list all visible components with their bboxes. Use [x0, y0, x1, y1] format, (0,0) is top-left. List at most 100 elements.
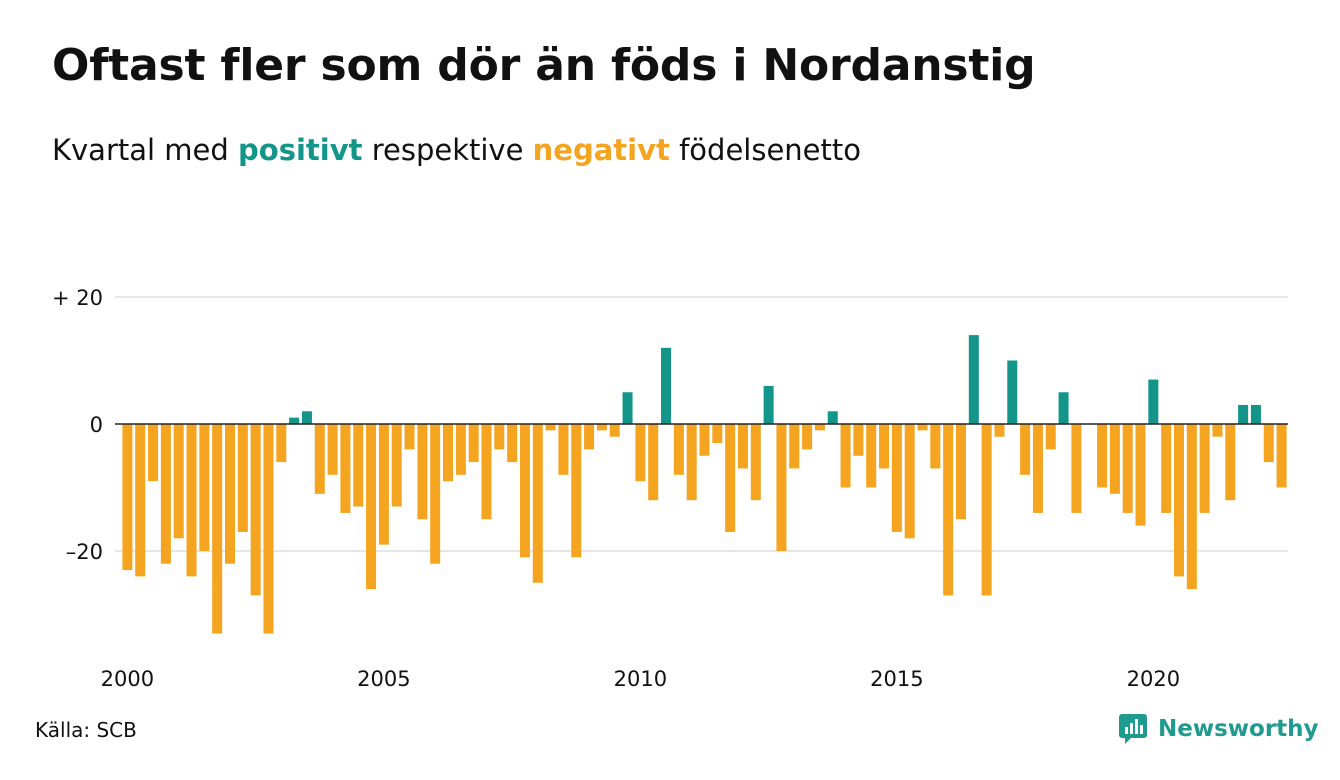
- source-note: Källa: SCB: [35, 718, 137, 742]
- chart-title: Oftast fler som dör än föds i Nordanstig: [52, 40, 1036, 91]
- data-bar: [1199, 424, 1210, 513]
- data-bar: [840, 424, 851, 488]
- data-bar: [763, 385, 774, 424]
- data-bar: [814, 424, 825, 431]
- data-bar: [148, 424, 159, 482]
- data-bar: [904, 424, 915, 539]
- data-bar: [494, 424, 505, 450]
- x-tick-label: 2005: [357, 667, 410, 691]
- data-bar: [173, 424, 184, 539]
- data-bar: [1238, 404, 1249, 424]
- data-bar: [481, 424, 492, 520]
- data-bar: [622, 392, 633, 424]
- data-bar: [776, 424, 787, 551]
- data-bar: [686, 424, 697, 501]
- data-bar: [199, 424, 210, 551]
- data-bar: [1225, 424, 1236, 501]
- data-bar: [968, 335, 979, 424]
- data-bar: [545, 424, 556, 431]
- data-bar: [1263, 424, 1274, 463]
- data-bar: [1109, 424, 1120, 494]
- axes: + 20 0 –20 2000 2005 2010 2015 2020: [52, 286, 1288, 691]
- data-bar: [250, 424, 261, 596]
- data-bar: [955, 424, 966, 520]
- data-bar: [430, 424, 441, 564]
- x-tick-label: 2015: [870, 667, 923, 691]
- data-bar: [571, 424, 582, 558]
- data-bar: [289, 417, 300, 424]
- y-tick-label: 0: [90, 413, 103, 437]
- data-bar: [802, 424, 813, 450]
- data-bar: [1045, 424, 1056, 450]
- data-bar: [661, 347, 672, 424]
- data-bar: [917, 424, 928, 431]
- data-bar: [750, 424, 761, 501]
- x-tick-label: 2000: [101, 667, 154, 691]
- x-tick-label: 2010: [614, 667, 667, 691]
- data-bar: [1007, 360, 1018, 424]
- data-bar: [943, 424, 954, 596]
- subtitle-positive-label: positivt: [238, 133, 363, 167]
- data-bar: [340, 424, 351, 513]
- data-bar: [122, 424, 133, 571]
- x-tick-label: 2020: [1127, 667, 1180, 691]
- data-bar: [1161, 424, 1172, 513]
- data-bar: [891, 424, 902, 532]
- data-bar: [635, 424, 646, 482]
- data-bar: [648, 424, 659, 501]
- data-bar: [135, 424, 146, 577]
- brand-logo: Newsworthy: [1118, 713, 1319, 745]
- data-bar: [1186, 424, 1197, 590]
- y-tick-label: –20: [66, 540, 103, 564]
- data-bar: [558, 424, 569, 475]
- data-bar: [391, 424, 402, 507]
- data-bar: [1135, 424, 1146, 526]
- brand-name: Newsworthy: [1158, 716, 1319, 742]
- data-bar: [584, 424, 595, 450]
- data-bar: [314, 424, 325, 494]
- data-bar: [853, 424, 864, 456]
- data-bar: [609, 424, 620, 437]
- data-bar: [276, 424, 287, 463]
- chart-subtitle: Kvartal med positivt respektive negativt…: [52, 133, 861, 167]
- subtitle-negative-label: negativt: [532, 133, 670, 167]
- data-bar: [981, 424, 992, 596]
- data-bar: [1122, 424, 1133, 513]
- subtitle-text-3: födelsenetto: [669, 133, 861, 167]
- data-bar: [699, 424, 710, 456]
- data-bar: [725, 424, 736, 532]
- data-bar: [225, 424, 236, 564]
- data-bar: [212, 424, 223, 634]
- data-bar: [186, 424, 197, 577]
- data-bar: [366, 424, 377, 590]
- subtitle-text-2: respektive: [362, 133, 533, 167]
- data-bar: [327, 424, 338, 475]
- data-bar: [1032, 424, 1043, 513]
- data-bar: [404, 424, 415, 450]
- data-bar: [468, 424, 479, 463]
- gridlines: [115, 296, 1288, 552]
- data-bar: [1058, 392, 1069, 424]
- data-bar: [789, 424, 800, 469]
- data-bar: [160, 424, 171, 564]
- data-bar: [1173, 424, 1184, 577]
- data-bar: [237, 424, 248, 532]
- data-bar: [301, 411, 312, 424]
- data-bar: [930, 424, 941, 469]
- data-bar: [827, 411, 838, 424]
- data-bar: [1097, 424, 1108, 488]
- data-bar: [737, 424, 748, 469]
- bar-chart: + 20 0 –20 2000 2005 2010 2015 2020: [52, 286, 1288, 691]
- data-bar: [712, 424, 723, 444]
- bars: [122, 335, 1287, 634]
- data-bar: [596, 424, 607, 431]
- data-bar: [1250, 404, 1261, 424]
- newsworthy-logo-icon: [1119, 714, 1147, 744]
- data-bar: [673, 424, 684, 475]
- data-bar: [378, 424, 389, 545]
- data-bar: [417, 424, 428, 520]
- y-tick-label: + 20: [52, 286, 103, 310]
- data-bar: [455, 424, 466, 475]
- data-bar: [879, 424, 890, 469]
- subtitle-text-1: Kvartal med: [52, 133, 239, 167]
